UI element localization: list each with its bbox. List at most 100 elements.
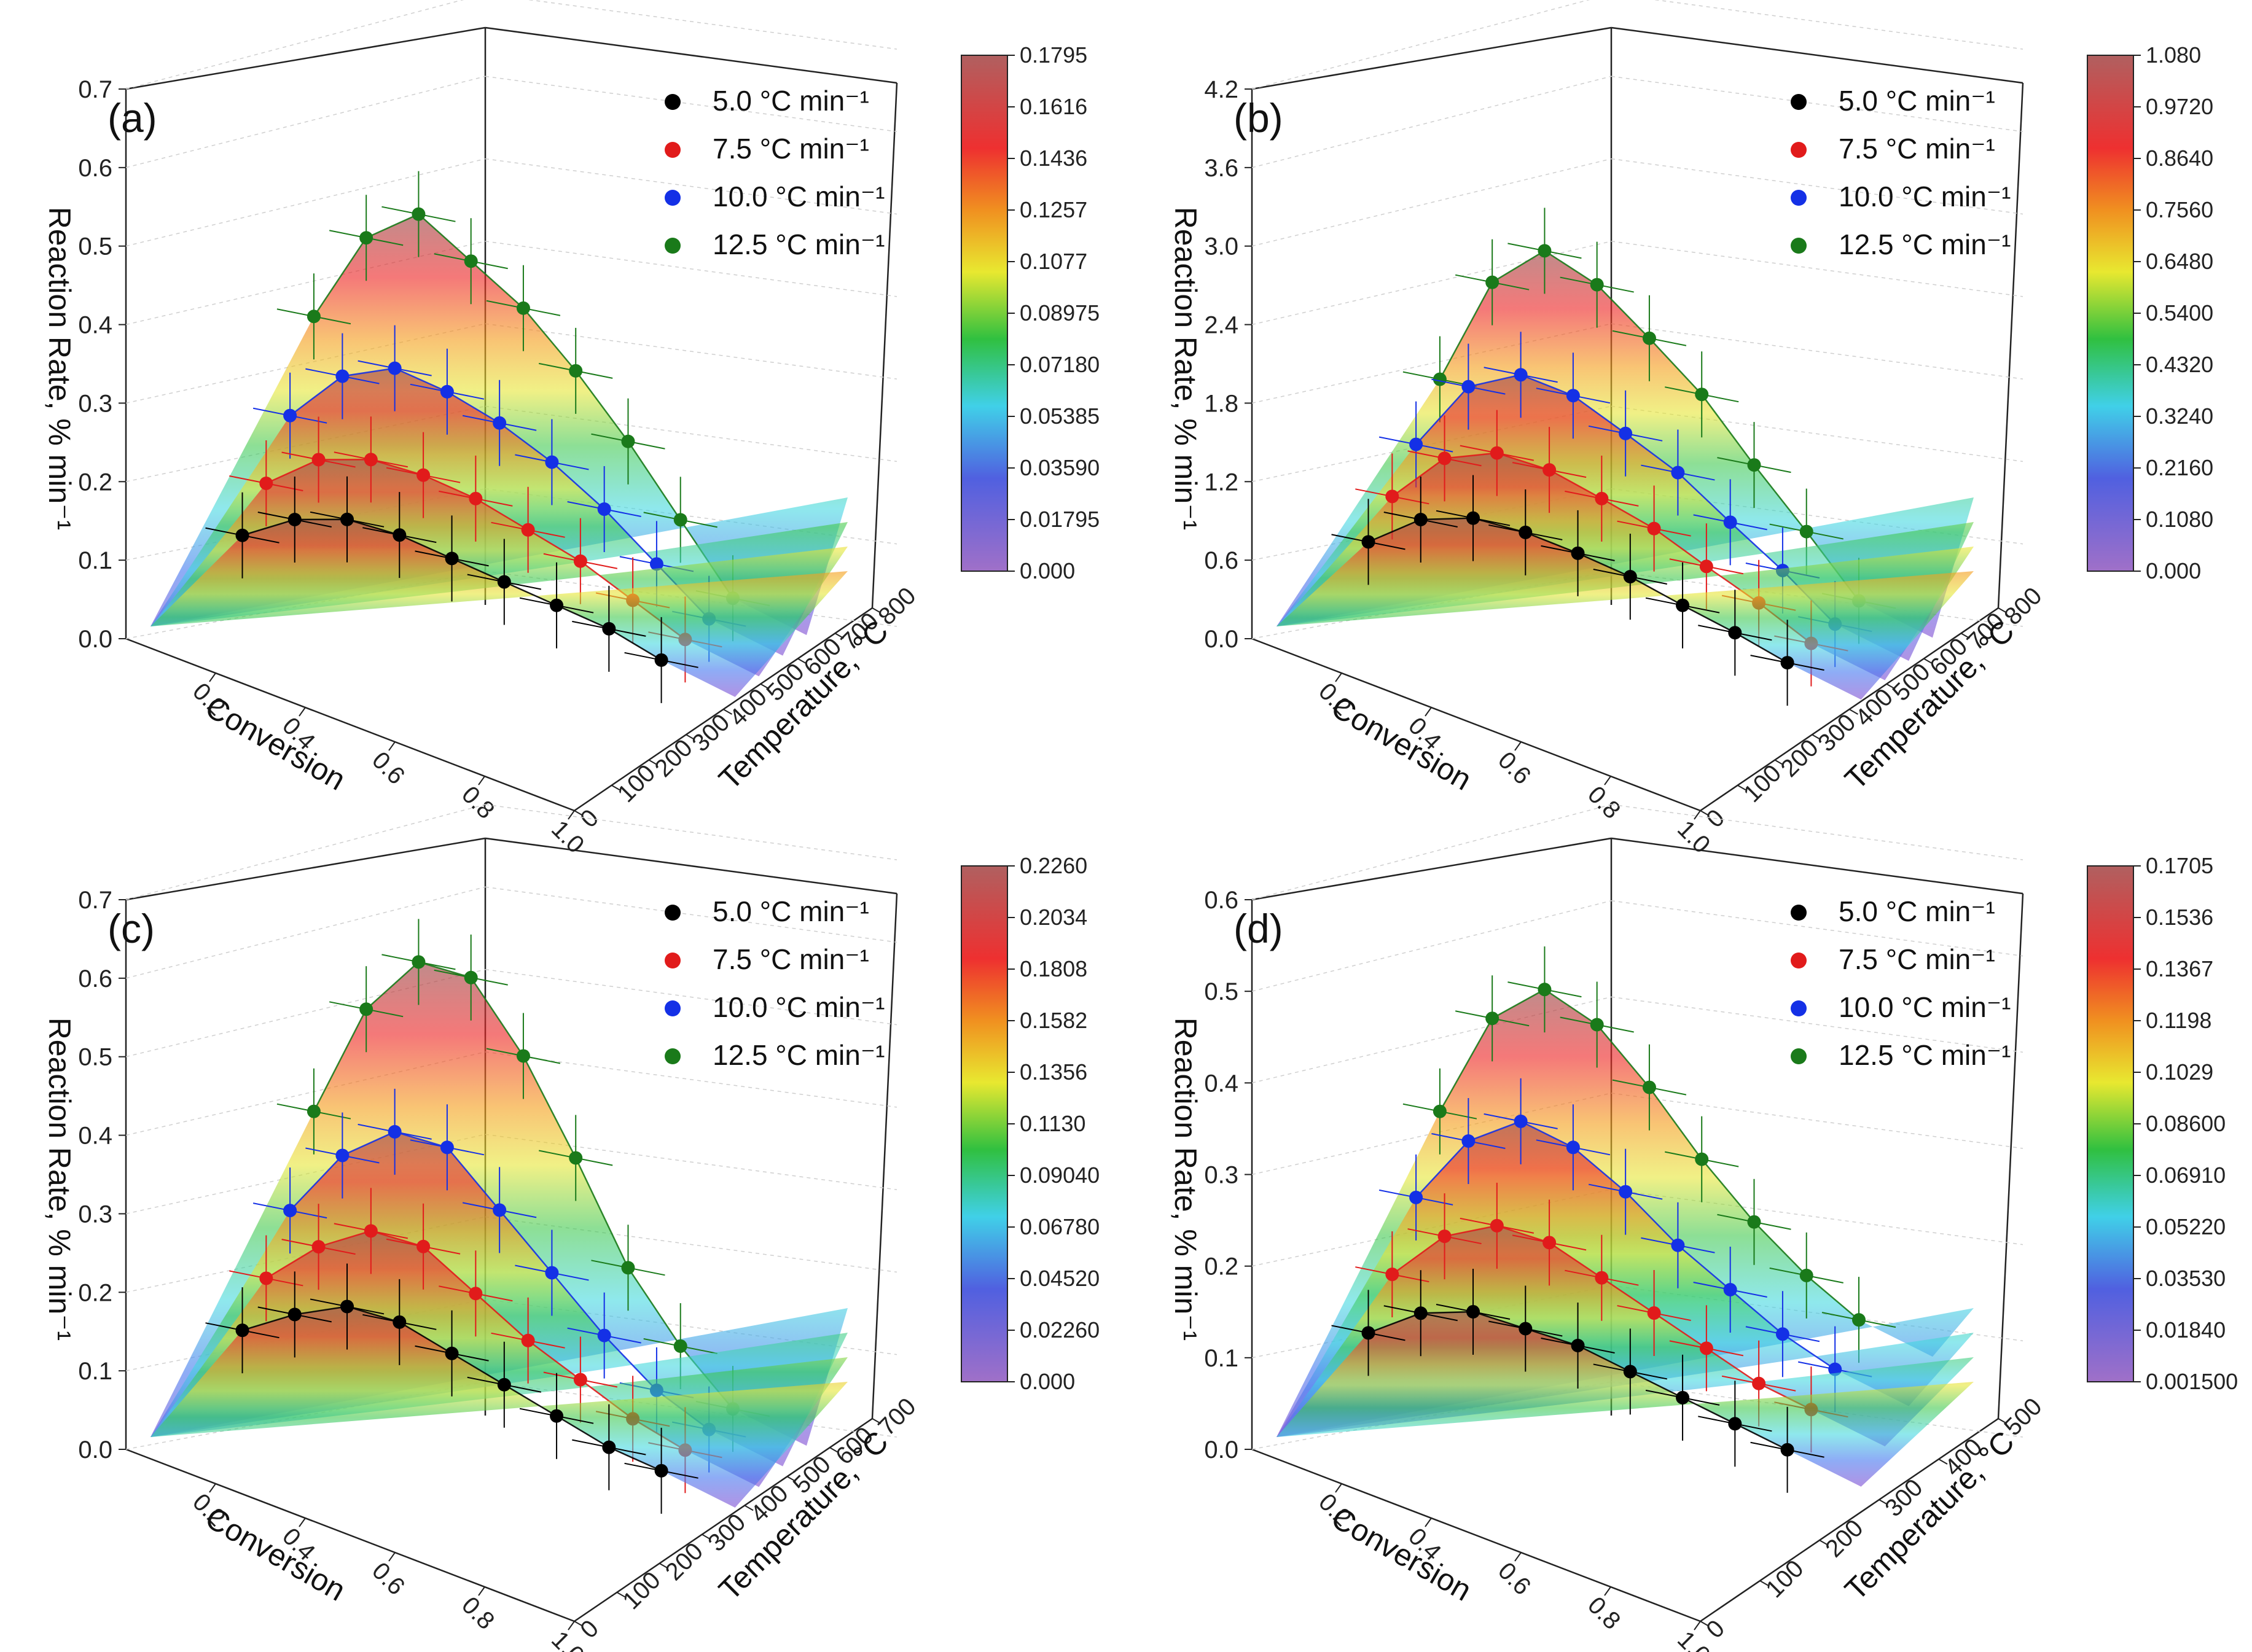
y-gridline-back (1611, 323, 2023, 380)
x-tick (1694, 1621, 1701, 1631)
y-gridline (125, 1216, 486, 1293)
data-point (493, 416, 507, 430)
x-tick (1335, 672, 1342, 682)
chart-panel-3: 0.00.10.20.30.40.50.60.20.40.60.81.00100… (1168, 804, 2238, 1652)
legend-marker (665, 953, 681, 968)
y-tick-label: 0.6 (1204, 887, 1238, 914)
data-point (1595, 1271, 1609, 1285)
top-back-edge (1611, 26, 2023, 84)
z-tick (1812, 734, 1821, 741)
y-tick-label: 0.2 (1204, 1253, 1238, 1280)
y-tick-label: 0.6 (78, 155, 112, 182)
colorbar-tick-label: 0.1356 (1020, 1059, 1087, 1085)
data-point (1385, 489, 1399, 504)
data-point (1747, 458, 1761, 472)
data-point (359, 231, 373, 245)
legend-label: 5.0 °C min⁻¹ (1839, 85, 1995, 117)
data-point (1671, 466, 1685, 480)
y-gridline (125, 405, 486, 483)
legend-label: 7.5 °C min⁻¹ (1839, 133, 1995, 165)
data-point (545, 455, 559, 469)
x-tick-label: 0.6 (367, 1557, 410, 1600)
y-tick-label: 0.1 (1204, 1345, 1238, 1372)
legend-label: 10.0 °C min⁻¹ (1839, 991, 2011, 1023)
x-tick (1604, 776, 1611, 785)
z-tick-label: 700 (873, 1393, 921, 1441)
z-tick (616, 1591, 626, 1598)
data-point (259, 477, 273, 491)
y-gridline-back (485, 886, 897, 943)
x-tick-label: 0.6 (367, 747, 410, 790)
x-tick (1694, 810, 1701, 820)
colorbar-tick-label: 0.06780 (1020, 1214, 1100, 1239)
legend: 5.0 °C min⁻¹ 7.5 °C min⁻¹ 10.0 °C min⁻¹ 12.… (665, 895, 885, 1071)
data-point (464, 970, 478, 984)
z-tick (1938, 1459, 1948, 1465)
data-point (1571, 546, 1585, 560)
data-point (1752, 1376, 1766, 1390)
data-point (1409, 437, 1423, 451)
y-gridline (125, 1134, 486, 1215)
colorbar-tick-label: 0.1257 (1020, 197, 1087, 222)
data-point (235, 528, 249, 542)
data-point (1514, 368, 1528, 382)
colorbar-tick-label: 0.03590 (1020, 455, 1100, 480)
data-point (1538, 244, 1552, 258)
data-point (597, 1328, 611, 1342)
data-point (283, 1204, 297, 1218)
x-axis-label: Conversion (1326, 690, 1477, 797)
z-tick (797, 658, 807, 664)
legend-marker (1791, 142, 1807, 158)
data-point (1566, 389, 1580, 403)
data-point (493, 1203, 507, 1217)
colorbar-tick-label: 0.1536 (2146, 905, 2213, 930)
data-point (673, 513, 687, 527)
right-vertical-edge (871, 893, 898, 1419)
colorbar-tick-label: 0.2160 (2146, 455, 2213, 480)
z-tick (1849, 709, 1858, 715)
data-point (464, 254, 478, 268)
top-left-edge (125, 837, 486, 901)
x-tick-label: 0.8 (456, 781, 499, 824)
data-point (1437, 451, 1452, 466)
data-point (440, 384, 454, 399)
data-point (283, 408, 297, 423)
legend-marker (665, 190, 681, 206)
data-point (1775, 1327, 1789, 1341)
y-gridline (1251, 241, 1612, 325)
colorbar-tick-label: 0.000 (1020, 558, 1075, 583)
data-point (469, 1287, 483, 1301)
x-axis-line (125, 1448, 575, 1623)
colorbar-tick-label: 0.3240 (2146, 403, 2213, 429)
legend-marker (1791, 1048, 1807, 1064)
x-tick (1425, 1518, 1432, 1527)
z-tick-label: 100 (618, 1567, 666, 1615)
data-point (602, 1440, 616, 1454)
y-gridline-back (1653, 0, 2023, 50)
z-tick (1759, 1580, 1769, 1586)
x-tick (568, 810, 575, 820)
x-tick (209, 672, 216, 682)
z-tick (648, 759, 658, 766)
data-point (1590, 1018, 1604, 1032)
colorbar-tick-label: 0.4320 (2146, 352, 2213, 377)
colorbar-tick-label: 0.1367 (2146, 956, 2213, 981)
data-point (1519, 1322, 1533, 1336)
data-point (569, 364, 583, 378)
data-point (1647, 521, 1661, 536)
data-point (1799, 524, 1813, 539)
legend: 5.0 °C min⁻¹ 7.5 °C min⁻¹ 10.0 °C min⁻¹ 12.… (665, 85, 885, 260)
colorbar-tick-label: 0.09040 (1020, 1163, 1100, 1188)
data-point (1571, 1339, 1585, 1352)
data-point (311, 1240, 326, 1254)
y-gridline (125, 323, 486, 404)
legend-marker (1791, 1000, 1807, 1016)
y-tick-label: 0.5 (1204, 978, 1238, 1005)
legend-marker (1791, 94, 1807, 110)
data-point (364, 453, 378, 467)
data-point (1619, 426, 1633, 440)
data-point (497, 575, 511, 589)
legend-marker (665, 238, 681, 254)
colorbar-tick-label: 0.1808 (1020, 956, 1087, 981)
